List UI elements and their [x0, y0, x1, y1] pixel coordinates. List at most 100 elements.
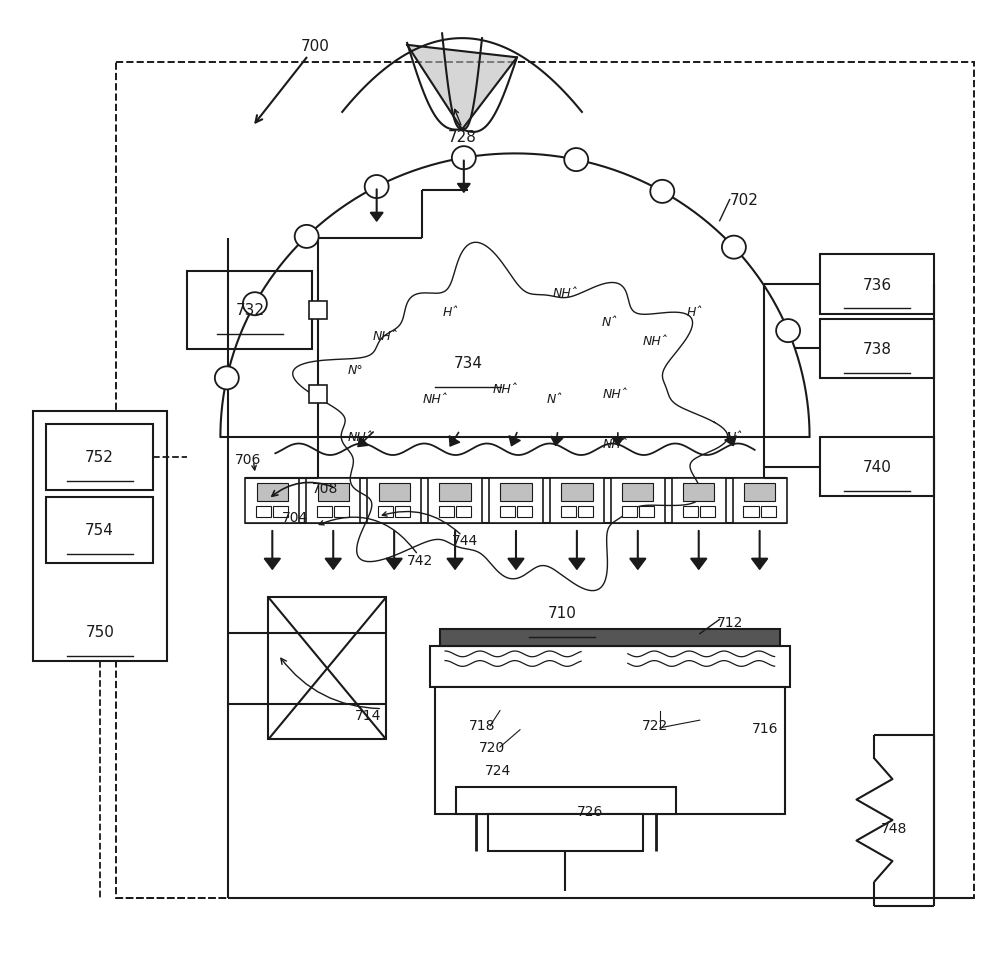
Bar — [256, 506, 271, 518]
Bar — [820, 255, 934, 314]
Bar — [500, 506, 515, 518]
Bar — [561, 506, 576, 518]
Circle shape — [564, 149, 588, 172]
Bar — [456, 788, 676, 814]
Bar — [116, 63, 974, 898]
Text: 752: 752 — [85, 450, 114, 465]
Bar — [622, 484, 653, 501]
Bar — [561, 484, 593, 501]
Bar — [820, 319, 934, 379]
Text: 716: 716 — [751, 721, 778, 735]
Bar — [683, 506, 698, 518]
Bar — [439, 506, 454, 518]
Text: 726: 726 — [577, 804, 603, 819]
Text: 704: 704 — [282, 510, 308, 524]
Bar — [500, 484, 532, 501]
Text: 718: 718 — [469, 718, 495, 732]
Bar — [456, 506, 471, 518]
Text: NHˆ: NHˆ — [348, 431, 373, 444]
Text: NHˆ: NHˆ — [602, 387, 627, 401]
Text: Hˆ: Hˆ — [727, 431, 742, 444]
Text: NHˆ: NHˆ — [642, 334, 667, 348]
Text: 736: 736 — [862, 277, 892, 292]
Text: 708: 708 — [312, 481, 338, 495]
Text: Hˆ: Hˆ — [442, 306, 458, 319]
Text: NHˆ: NHˆ — [602, 437, 627, 451]
Bar — [318, 484, 349, 501]
Bar — [273, 506, 288, 518]
Bar — [683, 484, 714, 501]
Bar — [309, 386, 327, 404]
Circle shape — [215, 367, 239, 390]
Bar — [820, 437, 934, 497]
Circle shape — [722, 236, 746, 259]
Bar — [245, 479, 299, 524]
Bar — [268, 598, 386, 740]
Bar — [761, 506, 776, 518]
Text: 728: 728 — [448, 130, 476, 144]
Circle shape — [776, 320, 800, 343]
Bar — [334, 506, 349, 518]
Bar — [733, 479, 787, 524]
Bar — [395, 506, 410, 518]
Text: 754: 754 — [85, 523, 114, 538]
Text: 744: 744 — [452, 533, 478, 547]
Circle shape — [452, 147, 476, 170]
Text: NHˆ: NHˆ — [373, 330, 398, 343]
Bar — [439, 484, 471, 501]
Text: 724: 724 — [485, 763, 511, 777]
Text: 722: 722 — [642, 718, 668, 732]
Bar — [743, 506, 759, 518]
Text: 740: 740 — [863, 459, 891, 475]
Bar — [187, 271, 312, 350]
Bar — [578, 506, 593, 518]
Bar — [672, 479, 726, 524]
Text: N°: N° — [347, 363, 363, 377]
Bar — [430, 647, 790, 687]
Text: 706: 706 — [235, 453, 262, 466]
Bar — [33, 411, 167, 661]
Text: NHˆ: NHˆ — [552, 287, 577, 300]
Bar — [435, 687, 785, 814]
Bar — [309, 302, 327, 319]
Text: 748: 748 — [881, 821, 908, 835]
Polygon shape — [407, 46, 517, 131]
Text: 742: 742 — [407, 554, 433, 567]
Bar — [700, 506, 715, 518]
Text: 702: 702 — [730, 193, 759, 208]
Circle shape — [295, 226, 319, 249]
Bar — [489, 479, 543, 524]
Bar — [46, 498, 153, 563]
Circle shape — [650, 181, 674, 204]
Text: 712: 712 — [716, 616, 743, 629]
Text: 710: 710 — [547, 605, 576, 621]
Text: 714: 714 — [355, 708, 381, 723]
Circle shape — [243, 293, 267, 316]
Bar — [611, 479, 665, 524]
Text: 720: 720 — [479, 740, 505, 754]
Bar — [46, 425, 153, 490]
Bar — [440, 629, 780, 647]
Text: 700: 700 — [301, 39, 330, 54]
Circle shape — [365, 176, 389, 199]
Text: Nˆ: Nˆ — [602, 315, 618, 329]
Text: NHˆ: NHˆ — [492, 382, 517, 396]
Bar — [517, 506, 532, 518]
Bar — [378, 506, 393, 518]
Text: 750: 750 — [86, 625, 114, 640]
Bar — [488, 814, 643, 850]
Text: Nˆ: Nˆ — [547, 392, 563, 406]
Text: Hˆ: Hˆ — [687, 306, 703, 319]
Bar — [639, 506, 654, 518]
Bar — [622, 506, 637, 518]
Bar — [379, 484, 410, 501]
Text: NHˆ: NHˆ — [423, 392, 448, 406]
Bar — [257, 484, 288, 501]
Text: 734: 734 — [454, 356, 483, 371]
Bar — [367, 479, 421, 524]
Bar — [306, 479, 360, 524]
Bar — [317, 506, 332, 518]
Text: 738: 738 — [862, 341, 891, 357]
Bar — [744, 484, 775, 501]
Bar — [550, 479, 604, 524]
